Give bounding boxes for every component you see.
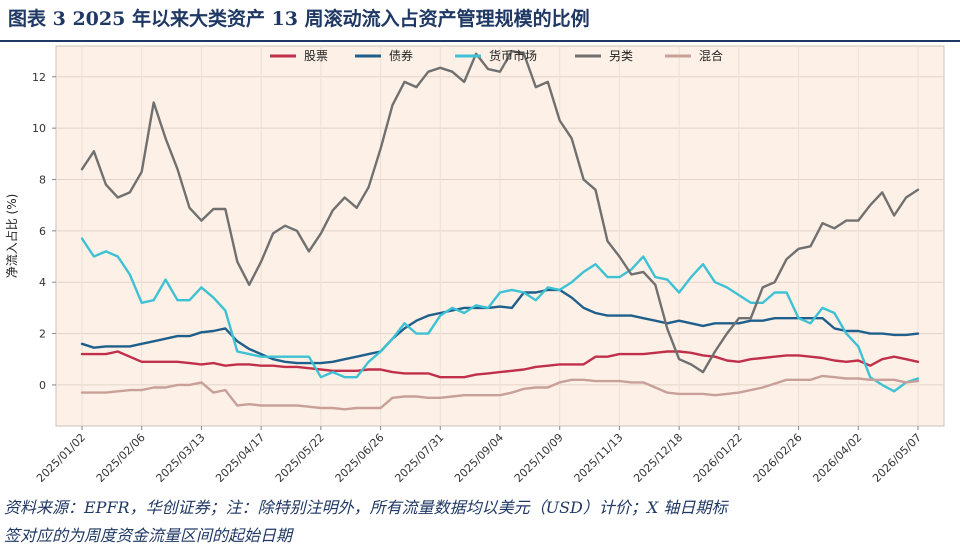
legend-label: 另类 (609, 49, 633, 63)
x-tick-label: 2025/09/04 (452, 431, 506, 485)
legend-label: 债券 (389, 48, 413, 63)
figure-title: 图表 3 2025 年以来大类资产 13 周滚动流入占资产管理规模的比例 (8, 8, 590, 30)
series-line-4 (80, 49, 920, 374)
y-tick-label: 10 (32, 122, 46, 135)
chart-container: 0 2 4 6 8 10 12 2025/01/02 2025/02/06 2025/03/13 2… (0, 42, 960, 492)
x-tick-label: 2025/06/26 (333, 431, 387, 485)
source-note-line-1: 资料来源：EPFR，华创证券；注：除特别注明外，所有流量数据均以美元（USD）计… (4, 498, 728, 517)
legend-item-3: 货币市场 (455, 48, 537, 63)
legend-item-1: 股票 (270, 49, 328, 63)
x-tick-label: 2025/11/13 (572, 431, 626, 485)
y-axis-label: 净流入占比 (%) (4, 194, 19, 279)
x-tick-label: 2025/04/17 (213, 431, 267, 485)
x-tick-label: 2025/01/02 (34, 431, 88, 485)
x-tick-label: 2026/05/07 (870, 431, 924, 485)
legend-item-4: 另类 (575, 49, 633, 63)
y-tick-label: 0 (39, 379, 46, 392)
x-tick-label: 2025/03/13 (154, 431, 208, 485)
series-line-3 (80, 237, 920, 393)
legend-label: 货币市场 (489, 48, 537, 63)
x-tick-label: 2025/10/09 (512, 431, 566, 485)
series-line-2 (80, 288, 920, 365)
y-tick-label: 12 (32, 71, 46, 84)
series-line-5 (80, 374, 920, 411)
x-tick-label: 2026/04/02 (810, 431, 864, 485)
title-divider (0, 40, 960, 42)
x-tick-label: 2025/07/31 (392, 431, 446, 485)
legend-label: 混合 (699, 48, 723, 63)
x-tick-label: 2026/02/26 (751, 431, 805, 485)
source-note: 资料来源：EPFR，华创证券；注：除特别注明外，所有流量数据均以美元（USD）计… (4, 494, 956, 550)
x-tick-label: 2026/01/22 (691, 431, 745, 485)
x-tick-label: 2025/05/22 (273, 431, 327, 485)
legend-label: 股票 (304, 49, 328, 63)
source-note-line-2: 签对应的为周度资金流量区间的起始日期 (4, 526, 293, 545)
series-line-1 (80, 350, 920, 379)
legend-item-2: 债券 (355, 48, 413, 63)
y-tick-label: 6 (39, 225, 46, 238)
y-tick-label: 2 (39, 328, 46, 341)
x-tick-label: 2025/12/18 (631, 431, 685, 485)
figure-header: 图表 3 2025 年以来大类资产 13 周滚动流入占资产管理规模的比例 (0, 0, 960, 40)
y-tick-label: 8 (39, 174, 46, 187)
x-tick-label: 2025/02/06 (94, 431, 148, 485)
legend-item-5: 混合 (665, 48, 723, 63)
y-tick-label: 4 (39, 276, 46, 289)
